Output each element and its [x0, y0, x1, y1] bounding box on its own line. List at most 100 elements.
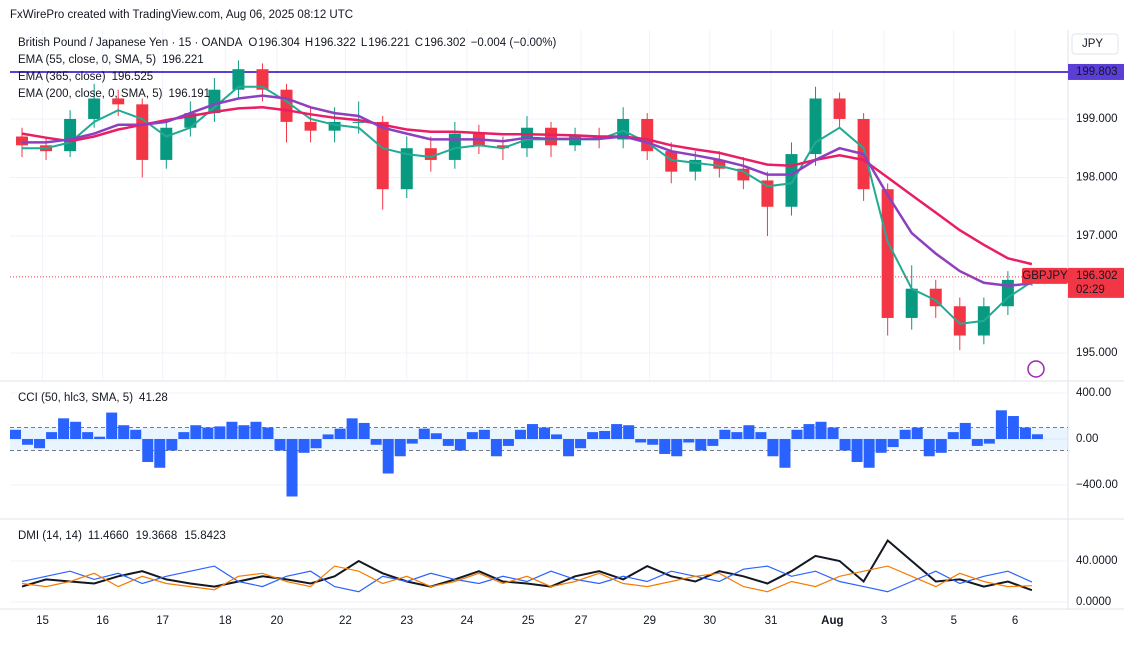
currency-box: [1071, 33, 1119, 55]
x-tick-label: 30: [703, 615, 716, 627]
ohlc-label: O: [248, 37, 257, 49]
bar: [202, 427, 214, 440]
x-tick-label: 25: [522, 615, 535, 627]
bar: [478, 429, 490, 440]
symbol-tag-label: GBPJPY: [1022, 270, 1068, 282]
candle-body: [689, 159, 702, 172]
bar: [334, 428, 346, 440]
candle-body: [665, 151, 678, 172]
candle-body: [881, 189, 894, 318]
y-tick-label: 197.000: [1076, 230, 1118, 242]
bar: [887, 439, 899, 448]
series-line: [22, 85, 1033, 325]
bar: [1007, 416, 1019, 440]
bar: [394, 439, 406, 457]
legend-value: 196.221: [162, 54, 204, 66]
symbol-tag: [1022, 267, 1068, 284]
x-tick-label: 16: [96, 615, 109, 627]
bar: [418, 428, 430, 440]
candle-body: [280, 89, 293, 122]
bar: [779, 439, 791, 468]
bar: [851, 439, 863, 463]
x-tick-label: 23: [400, 615, 413, 627]
bar: [430, 433, 442, 440]
candle-body: [737, 168, 750, 181]
candle-body: [16, 136, 29, 146]
y-tick-label: 400.00: [1076, 387, 1111, 399]
bar: [34, 439, 46, 449]
change: −0.004 (−0.00%): [471, 37, 557, 49]
alert-icon: [1027, 360, 1045, 378]
series-line: [22, 94, 1033, 288]
bar: [250, 421, 262, 440]
x-tick-label: 15: [36, 615, 49, 627]
bar: [502, 439, 514, 446]
bar: [322, 434, 334, 440]
bar: [154, 439, 166, 468]
price-tag: [1068, 267, 1124, 298]
countdown: 02:29: [1076, 284, 1105, 296]
bar: [454, 439, 466, 451]
bar: [370, 439, 382, 445]
bar: [659, 439, 671, 454]
watermark: FxWirePro created with TradingView.com, …: [10, 9, 353, 21]
bar: [695, 439, 707, 451]
bar: [803, 424, 815, 440]
bar: [563, 439, 575, 457]
bar: [70, 421, 82, 440]
candle-body: [136, 104, 149, 160]
bar: [526, 424, 538, 440]
bar: [911, 427, 923, 440]
bar: [923, 439, 935, 457]
bar: [611, 424, 623, 440]
bar: [875, 439, 887, 453]
hline-tag-label: 199.803: [1076, 66, 1118, 78]
bar: [298, 439, 310, 453]
x-tick-label: 6: [1012, 615, 1018, 627]
bar: [286, 439, 298, 497]
bar: [947, 432, 959, 440]
candle-body: [64, 118, 77, 152]
bar: [623, 425, 635, 440]
bar: [647, 439, 659, 445]
legend-name: EMA (200, close, 0, SMA, 5): [18, 88, 163, 100]
candle-body: [905, 288, 918, 318]
bar: [190, 425, 202, 440]
x-tick-label: 17: [156, 615, 169, 627]
ohlc-value: 196.302: [424, 37, 466, 49]
x-tick-label: 27: [575, 615, 588, 627]
bar: [130, 429, 142, 440]
bar: [971, 439, 983, 446]
candle-body: [929, 288, 942, 307]
bar: [382, 439, 394, 474]
series-line: [21, 565, 1032, 593]
bar: [82, 432, 94, 440]
y-tick-label: 40.0000: [1076, 555, 1118, 567]
ohlc-value: 196.304: [258, 37, 300, 49]
x-tick-label: Aug: [821, 615, 843, 627]
bar: [599, 430, 611, 440]
x-tick-label: 22: [339, 615, 352, 627]
y-tick-label: 195.000: [1076, 347, 1118, 359]
candle-body: [328, 121, 341, 131]
x-tick-label: 20: [271, 615, 284, 627]
series-line: [21, 565, 1033, 593]
hline-tag: [1068, 63, 1124, 80]
candle-body: [569, 136, 582, 146]
ohlc-label: H: [305, 37, 313, 49]
bar: [767, 439, 779, 457]
legend-name: EMA (55, close, 0, SMA, 5): [18, 54, 156, 66]
bar: [995, 410, 1007, 440]
bar: [635, 439, 647, 443]
series-line: [21, 538, 1033, 592]
ohlc-label: C: [415, 37, 423, 49]
bar: [106, 412, 118, 440]
x-tick-label: 3: [881, 615, 887, 627]
candle-body: [713, 159, 726, 169]
bar: [731, 432, 743, 440]
bar: [587, 432, 599, 440]
candle-body: [496, 145, 509, 149]
candle-body: [424, 148, 437, 160]
